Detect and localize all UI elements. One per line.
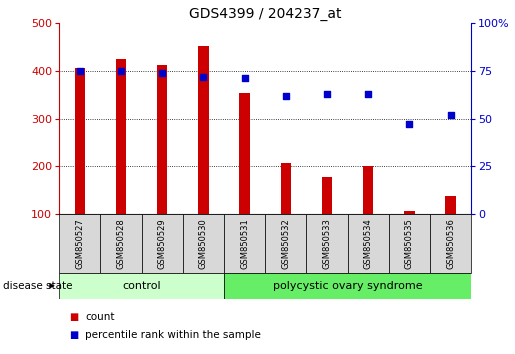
Bar [116,59,126,214]
Text: GSM850529: GSM850529 [158,218,167,269]
Text: GSM850530: GSM850530 [199,218,208,269]
Point [323,91,331,97]
Text: count: count [85,312,114,322]
Text: GSM850528: GSM850528 [116,218,126,269]
Text: ■: ■ [70,330,79,339]
Bar [239,93,250,214]
Bar [198,46,209,214]
Bar [389,214,430,273]
Text: GSM850527: GSM850527 [75,218,84,269]
Bar [404,211,415,214]
Point [447,112,455,118]
Point [76,68,84,74]
Bar [265,214,306,273]
Bar [59,214,100,273]
Point [405,121,414,127]
Text: GSM850535: GSM850535 [405,218,414,269]
Bar [445,196,456,214]
Text: percentile rank within the sample: percentile rank within the sample [85,330,261,339]
Text: GSM850536: GSM850536 [446,218,455,269]
Text: GSM850532: GSM850532 [281,218,290,269]
Bar [183,214,224,273]
Bar [59,273,224,299]
Point [241,76,249,81]
Bar [348,214,389,273]
Point [282,93,290,98]
Bar [75,68,85,214]
Bar [157,65,167,214]
Title: GDS4399 / 204237_at: GDS4399 / 204237_at [189,7,341,21]
Text: GSM850534: GSM850534 [364,218,373,269]
Text: disease state: disease state [3,281,72,291]
Text: GSM850531: GSM850531 [240,218,249,269]
Bar [281,162,291,214]
Bar [363,166,373,214]
Bar [224,273,471,299]
Point [117,68,125,74]
Bar [430,214,471,273]
Bar [224,214,265,273]
Text: polycystic ovary syndrome: polycystic ovary syndrome [273,281,422,291]
Bar [306,214,348,273]
Bar [322,177,332,214]
Text: control: control [123,281,161,291]
Point [364,91,372,97]
Point [158,70,166,75]
Text: GSM850533: GSM850533 [322,218,332,269]
Point [199,74,208,79]
Text: ■: ■ [70,312,79,322]
Bar [142,214,183,273]
Bar [100,214,142,273]
